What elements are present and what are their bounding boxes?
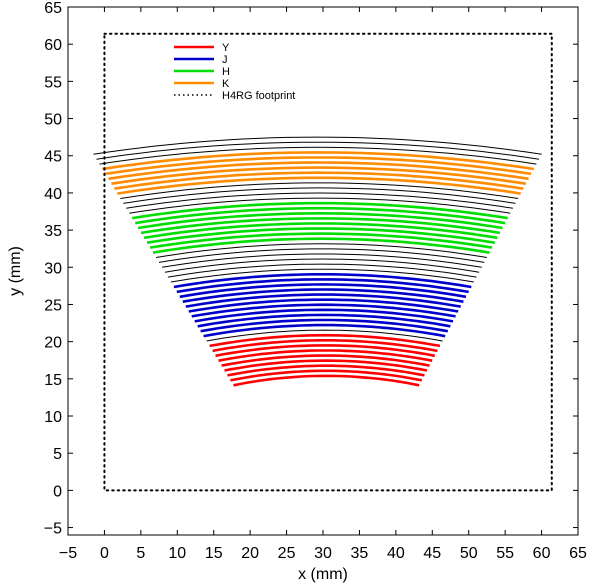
trace-h [135, 206, 506, 225]
trace-j [176, 278, 469, 294]
plot-frame [67, 6, 579, 536]
y-tick-label: 30 [44, 260, 62, 277]
legend-entry-h: H [174, 66, 230, 78]
trace-y [233, 374, 420, 387]
trace-h [152, 237, 490, 254]
trace-unlabeled [161, 253, 482, 268]
trace-k [111, 166, 527, 185]
trace-unlabeled [129, 197, 511, 214]
x-tick-label: −5 [59, 545, 77, 562]
x-axis-label: x (mm) [298, 566, 348, 583]
y-tick-label: 20 [44, 335, 62, 352]
x-tick-label: 35 [351, 545, 369, 562]
trace-h [132, 201, 508, 220]
trace-j [197, 313, 451, 328]
trace-h [137, 211, 503, 230]
x-tick-label: 60 [533, 545, 551, 562]
trace-unlabeled [158, 248, 485, 263]
x-tick-label: 50 [460, 545, 478, 562]
trace-unlabeled [170, 268, 474, 283]
x-tick-label: 10 [168, 545, 186, 562]
trace-unlabeled [93, 136, 542, 155]
trace-unlabeled [126, 192, 513, 209]
x-tick-label: 15 [205, 545, 223, 562]
trace-unlabeled [167, 263, 477, 278]
trace-h [149, 232, 493, 249]
trace-y [230, 369, 423, 382]
x-tick-label: 45 [423, 545, 441, 562]
y-tick-label: 50 [44, 112, 62, 129]
trace-j [194, 308, 454, 323]
trace-y [221, 354, 430, 367]
trace-y [212, 338, 438, 353]
legend-entry-k: K [174, 78, 230, 90]
trace-y [224, 359, 428, 372]
trace-y [227, 364, 425, 377]
x-tick-label: 0 [100, 545, 109, 562]
y-tick-label: 40 [44, 186, 62, 203]
legend-label-k: K [222, 78, 230, 90]
trace-k [117, 176, 521, 195]
trace-k [114, 171, 524, 190]
trace-k [108, 161, 529, 181]
trace-unlabeled [123, 187, 516, 204]
trace-unlabeled [120, 182, 519, 199]
y-tick-label: 55 [44, 74, 62, 91]
legend-entry-y: Y [174, 42, 230, 54]
legend: Y J H K H4RG footprint [174, 42, 295, 102]
trace-unlabeled [206, 329, 443, 342]
trace-k [105, 156, 532, 176]
footprint-rect [103, 32, 553, 492]
y-tick-label: 15 [44, 372, 62, 389]
trace-unlabeled [96, 141, 540, 160]
legend-entry-footprint: H4RG footprint [174, 90, 295, 102]
trace-j [185, 293, 462, 308]
x-tick-label: 40 [387, 545, 405, 562]
legend-label-y: Y [222, 42, 230, 54]
trace-unlabeled [164, 258, 480, 273]
trace-h [140, 217, 501, 235]
trace-y [215, 344, 436, 358]
x-tick-label: 25 [278, 545, 296, 562]
trace-j [203, 323, 446, 338]
trace-unlabeled [155, 243, 487, 258]
y-axis-label: y (mm) [7, 246, 24, 296]
legend-entry-j: J [174, 54, 228, 66]
axis-ticks: −5 0 5 10 15 20 25 30 35 40 45 50 55 60 65 −5 0 5 10 15 20 25… [44, 0, 587, 562]
y-tick-label: 65 [44, 0, 62, 17]
trace-lines [93, 136, 542, 387]
trace-h [146, 227, 495, 244]
x-tick-label: 55 [496, 545, 514, 562]
legend-label-j: J [222, 54, 228, 66]
trace-j [188, 298, 459, 313]
trace-y [209, 333, 441, 348]
x-tick-label: 5 [136, 545, 145, 562]
legend-label-footprint: H4RG footprint [222, 90, 295, 102]
y-tick-label: 10 [44, 409, 62, 426]
trace-h [143, 222, 498, 240]
x-tick-label: 30 [314, 545, 332, 562]
trace-k [102, 151, 534, 171]
trace-j [173, 272, 472, 289]
legend-label-h: H [222, 66, 230, 78]
trace-j [182, 288, 464, 303]
x-tick-label: 65 [569, 545, 587, 562]
trace-j [200, 318, 449, 333]
y-tick-label: −5 [44, 521, 62, 538]
y-tick-label: 25 [44, 297, 62, 314]
y-tick-label: 0 [53, 483, 62, 500]
y-tick-label: 35 [44, 223, 62, 240]
y-tick-label: 60 [44, 37, 62, 54]
y-tick-label: 5 [53, 446, 62, 463]
x-tick-label: 20 [241, 545, 259, 562]
trace-unlabeled [99, 146, 537, 165]
y-tick-label: 45 [44, 149, 62, 166]
h4rg-footprint [103, 32, 553, 492]
trace-j [191, 303, 456, 318]
trace-y [218, 349, 433, 362]
trace-j [179, 283, 467, 299]
